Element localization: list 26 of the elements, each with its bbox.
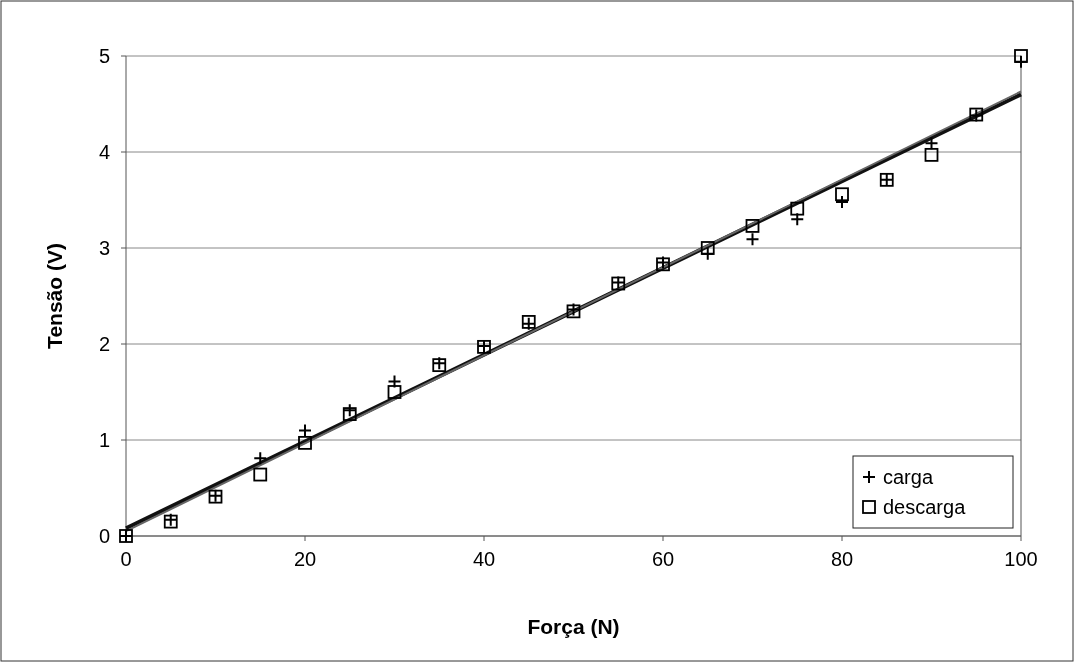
x-tick-label: 80 (830, 548, 854, 570)
y-axis-title: Tensão (V) (43, 243, 66, 349)
x-tick-label: 40 (472, 548, 496, 570)
point (387, 385, 402, 399)
point (253, 467, 268, 482)
point (1014, 49, 1028, 63)
point (700, 241, 715, 255)
y-tick-label: 4 (98, 141, 110, 163)
y-tick-label: 5 (98, 45, 110, 67)
y-tick-label: 0 (98, 525, 110, 547)
x-tick-label: 100 (1004, 548, 1038, 570)
legend-label: carga (883, 466, 934, 488)
y-tick-label: 1 (98, 429, 110, 451)
point (924, 147, 939, 162)
point (835, 187, 849, 202)
point (298, 435, 312, 450)
x-tick-label: 0 (120, 548, 132, 570)
y-tick-label: 2 (98, 333, 110, 355)
point (790, 201, 805, 216)
x-tick-label: 60 (651, 548, 675, 570)
x-tick-label: 20 (293, 548, 317, 570)
point (745, 219, 760, 233)
point (342, 407, 357, 421)
y-tick-label: 3 (98, 237, 110, 259)
legend-label: descarga (883, 496, 967, 518)
x-axis-title: Força (N) (527, 615, 620, 638)
